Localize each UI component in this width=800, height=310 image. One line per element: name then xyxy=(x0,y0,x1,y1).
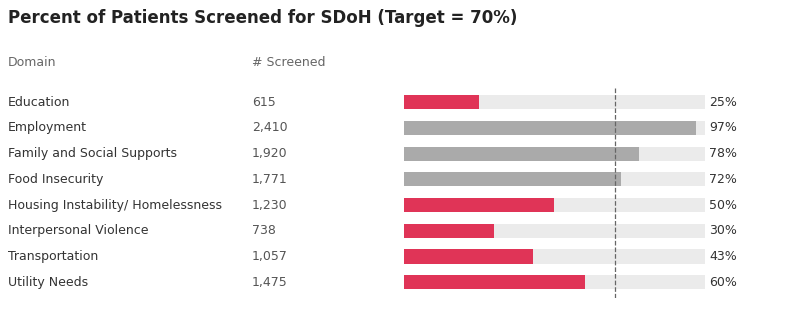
Text: 50%: 50% xyxy=(710,198,738,211)
Bar xyxy=(404,172,621,186)
Bar xyxy=(404,224,705,238)
Text: 1,475: 1,475 xyxy=(252,276,288,289)
Text: 615: 615 xyxy=(252,96,276,109)
Text: Housing Instability/ Homelessness: Housing Instability/ Homelessness xyxy=(8,198,222,211)
Bar xyxy=(404,198,705,212)
Text: Utility Needs: Utility Needs xyxy=(8,276,88,289)
Text: Transportation: Transportation xyxy=(8,250,98,263)
Text: 1,057: 1,057 xyxy=(252,250,288,263)
Bar xyxy=(404,250,534,264)
Text: 60%: 60% xyxy=(710,276,738,289)
Text: 25%: 25% xyxy=(710,96,738,109)
Text: 78%: 78% xyxy=(710,147,738,160)
Text: 738: 738 xyxy=(252,224,276,237)
Bar xyxy=(404,172,705,186)
Text: 97%: 97% xyxy=(710,122,738,135)
Text: 72%: 72% xyxy=(710,173,738,186)
Text: 1,920: 1,920 xyxy=(252,147,288,160)
Bar xyxy=(404,275,705,289)
Bar xyxy=(404,198,554,212)
Text: Food Insecurity: Food Insecurity xyxy=(8,173,103,186)
Text: Interpersonal Violence: Interpersonal Violence xyxy=(8,224,149,237)
Text: 43%: 43% xyxy=(710,250,737,263)
Text: 30%: 30% xyxy=(710,224,738,237)
Text: 1,230: 1,230 xyxy=(252,198,288,211)
Bar xyxy=(404,147,638,161)
Bar xyxy=(404,250,705,264)
Bar xyxy=(404,95,705,109)
Text: Percent of Patients Screened for SDoH (Target = 70%): Percent of Patients Screened for SDoH (T… xyxy=(8,9,518,27)
Text: 2,410: 2,410 xyxy=(252,122,288,135)
Text: Domain: Domain xyxy=(8,56,57,69)
Bar xyxy=(404,224,494,238)
Text: 1,771: 1,771 xyxy=(252,173,288,186)
Text: Education: Education xyxy=(8,96,70,109)
Bar xyxy=(404,95,479,109)
Text: # Screened: # Screened xyxy=(252,56,326,69)
Bar xyxy=(404,121,696,135)
Text: Employment: Employment xyxy=(8,122,87,135)
Text: Family and Social Supports: Family and Social Supports xyxy=(8,147,177,160)
Bar xyxy=(404,147,705,161)
Bar xyxy=(404,121,705,135)
Bar xyxy=(404,275,585,289)
